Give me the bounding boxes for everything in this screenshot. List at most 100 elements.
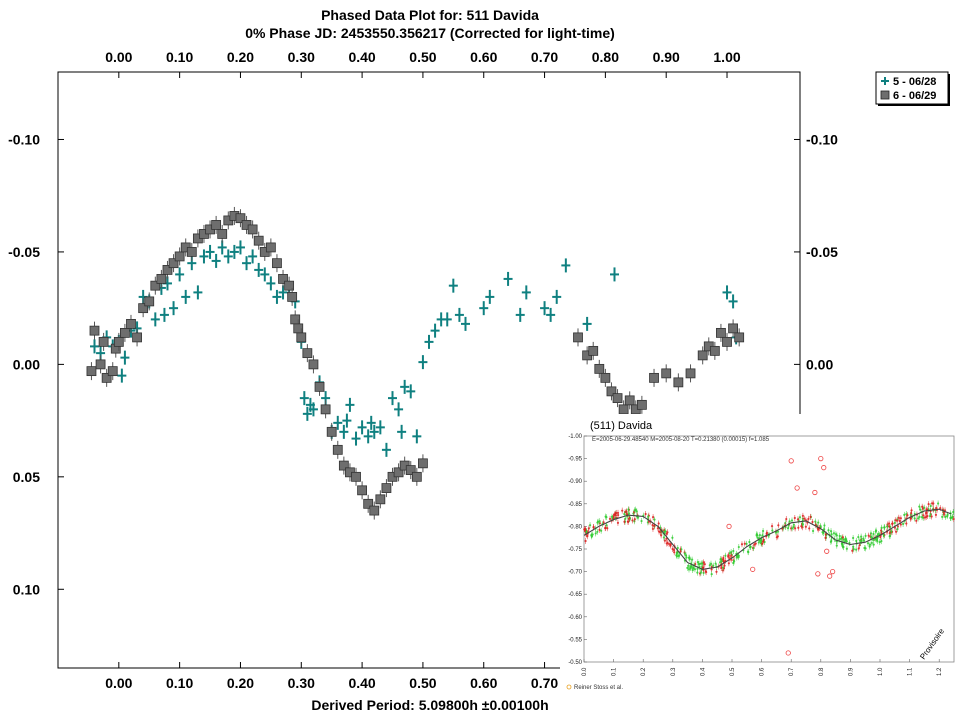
inset-data-point [613,511,616,518]
x-tick-label: 0.50 [409,675,436,691]
data-point-cross [388,391,398,406]
inset-data-point [841,534,844,541]
data-point-cross [728,294,738,309]
inset-fit-curve [583,508,952,570]
x-tick-label: 0.20 [227,675,254,691]
legend: 5 - 06/28 6 - 06/29 [875,71,950,106]
data-point-square [375,490,386,509]
data-point-square [278,269,288,288]
inset-data-point [588,522,592,529]
data-point-cross [260,267,270,282]
inset-data-point [804,523,807,530]
inset-data-point [930,500,934,507]
data-point-cross [442,312,452,327]
data-point-cross [181,289,191,304]
x-tick-label: 0.70 [531,675,558,691]
data-point-cross [169,301,179,316]
inset-data-point [667,540,671,547]
data-point-cross [120,350,130,365]
data-point-square [320,400,331,419]
inset-data-point [888,523,891,530]
inset-data-point [705,569,708,576]
inset-data-point [832,530,836,537]
x-tick-label: 0.40 [348,675,375,691]
inset-data-point [890,528,893,535]
inset-data-point [946,513,949,520]
data-point-cross [150,312,160,327]
inset-outlier-point [726,523,732,530]
inset-data-point [714,560,717,567]
inset-data-point [949,514,952,521]
inset-data-point [687,566,691,573]
inset-data-point [800,523,803,530]
data-point-cross [205,244,215,259]
y-tick-label: 0.00 [806,356,833,372]
inset-data-point [928,513,932,520]
inset-data-point [807,515,810,522]
inset-data-point [673,549,676,556]
inset-data-point [857,545,860,552]
data-point-square [138,299,149,318]
data-point-cross [223,249,233,264]
inset-data-point [756,532,759,539]
x-axis-label: Derived Period: 5.09800h ±0.00100h [311,697,548,713]
inset-data-point [852,546,855,553]
legend-marker-square [880,90,890,100]
inset-data-point [720,565,723,572]
inset-data-point [598,518,601,525]
inset-data-point [762,536,765,543]
data-point-cross [211,253,221,268]
data-point-square [326,422,337,441]
data-point-cross [193,285,203,300]
inset-data-point [584,537,587,544]
x-tick-label: 0.30 [288,675,315,691]
data-point-cross [521,285,531,300]
inset-data-point [891,520,894,527]
x-tick-label: 0.90 [653,49,680,65]
data-point-cross [117,368,127,383]
inset-data-point [687,562,690,569]
inset-x-tick-label: 1.0 [878,667,884,676]
data-point-cross [479,301,489,316]
data-point-cross [485,289,495,304]
data-point-cross [412,429,422,444]
inset-data-point [600,527,603,534]
data-point-square [296,328,307,347]
inset-data-point [862,535,865,542]
inset-data-point [696,559,699,566]
inset-data-point [640,518,643,525]
data-point-square [308,355,319,374]
inset-x-tick-label: 0.8 [819,667,825,676]
data-point-cross [430,323,440,338]
data-point-cross [299,391,309,406]
inset-data-point [657,520,660,527]
inset-y-tick-label: -0.50 [568,660,582,666]
inset-data-point [829,528,833,535]
inset-data-point [683,550,686,557]
data-point-square [98,332,109,351]
x-tick-label: 0.10 [166,49,193,65]
inset-data-point [616,519,620,526]
inset-data-point [685,554,688,561]
inset-y-tick-label: -0.80 [568,524,582,530]
y-tick-label: 0.10 [13,581,40,597]
data-point-square [612,389,623,408]
data-point-cross [345,397,355,412]
data-point-cross [546,307,556,322]
x-tick-label: 0.00 [105,675,132,691]
inset-data-point [796,516,800,523]
inset-data-point [811,527,815,534]
data-point-square [624,391,635,410]
inset-outlier-point [815,571,821,577]
data-point-square [174,247,185,266]
inset-data-point [851,547,854,554]
inset-data-point [929,503,932,510]
inset-data-point [801,512,805,519]
data-point-square [272,254,282,273]
data-point-cross [381,442,391,457]
inset-data-point [721,564,724,571]
inset-data-point [761,540,764,547]
inset-data-point [916,515,920,522]
inset-data-point [844,535,847,542]
inset-data-point [737,544,740,551]
